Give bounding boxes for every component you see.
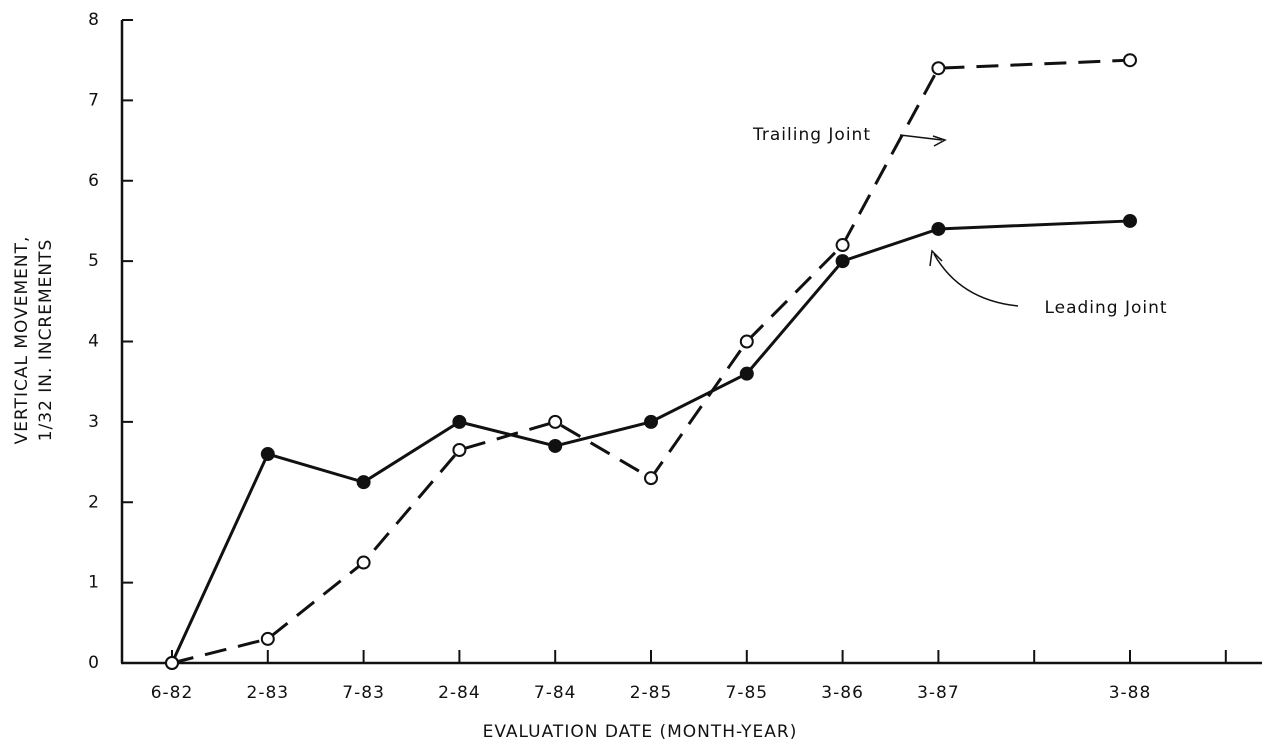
- data-point: [452, 414, 467, 429]
- data-point: [1123, 53, 1137, 68]
- annotation: Leading Joint: [1044, 298, 1167, 318]
- x-axis-label: EVALUATION DATE (MONTH-YEAR): [483, 722, 798, 742]
- annotation: Trailing Joint: [752, 125, 871, 145]
- x-tick-label: 3-86: [821, 683, 864, 703]
- y-tick-label: 6: [88, 171, 100, 191]
- y-tick-label: 7: [88, 90, 100, 110]
- y-tick-label: 3: [88, 412, 100, 432]
- data-point: [548, 438, 563, 453]
- data-point: [356, 475, 371, 490]
- x-tick-label: 7-85: [726, 683, 769, 703]
- data-point: [931, 61, 946, 76]
- data-point: [835, 254, 850, 269]
- y-axis-label: 1/32 IN. INCREMENTS: [36, 239, 56, 442]
- x-tick-label: 6-82: [151, 683, 194, 703]
- data-point: [1123, 213, 1137, 228]
- arrow-head: [932, 135, 947, 147]
- x-tick-label: 3-88: [1109, 683, 1152, 703]
- x-tick-label: 2-85: [630, 683, 673, 703]
- data-point: [260, 631, 275, 646]
- data-point: [356, 555, 371, 570]
- data-point: [452, 443, 467, 458]
- series-line: [171, 58, 1131, 665]
- y-tick-label: 5: [88, 251, 100, 271]
- x-tick-label: 3-87: [917, 683, 960, 703]
- data-point: [931, 221, 946, 236]
- data-point: [835, 238, 850, 253]
- x-tick-label: 2-84: [438, 683, 481, 703]
- x-tick-label: 7-84: [534, 683, 577, 703]
- x-tick-label: 7-83: [342, 683, 385, 703]
- data-point: [260, 447, 275, 462]
- y-tick-label: 4: [88, 332, 100, 352]
- data-point: [548, 414, 563, 429]
- series-line: [170, 219, 1131, 664]
- y-tick-label: 2: [88, 492, 100, 512]
- y-tick-label: 8: [88, 10, 100, 30]
- data-point: [644, 471, 658, 486]
- y-tick-label: 1: [88, 573, 100, 593]
- data-point: [739, 334, 754, 349]
- data-point: [644, 414, 658, 429]
- data-point: [739, 366, 754, 381]
- y-axis-label: VERTICAL MOVEMENT,: [12, 236, 32, 445]
- data-point: [165, 656, 179, 670]
- y-tick-label: 0: [88, 653, 100, 673]
- x-tick-label: 2-83: [247, 683, 290, 703]
- annotation-arrow: [899, 134, 943, 141]
- annotation-arrow: [933, 253, 1019, 307]
- arrow-head: [929, 249, 943, 267]
